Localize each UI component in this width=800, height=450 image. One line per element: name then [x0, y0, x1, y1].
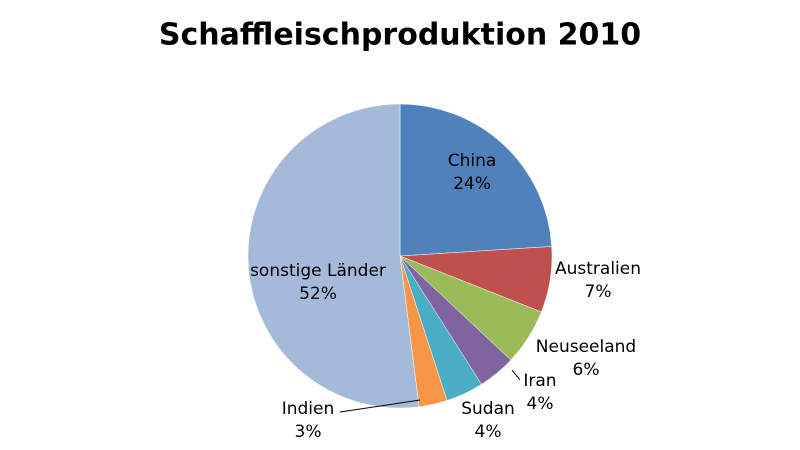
- slice-value-label: 7%: [585, 282, 612, 302]
- slice-label: Indien: [282, 399, 335, 419]
- slice-label: sonstige Länder: [250, 261, 386, 281]
- chart-title: Schaffleischproduktion 2010: [159, 18, 641, 53]
- slice-value-label: 3%: [295, 422, 322, 442]
- slice-value-label: 6%: [573, 360, 600, 380]
- pie-slice: [399, 103, 552, 257]
- slice-value-label: 4%: [527, 394, 554, 414]
- slice-value-label: 24%: [453, 174, 491, 194]
- slice-label: Sudan: [461, 399, 515, 419]
- leader-line: [511, 369, 521, 381]
- slice-label: Australien: [555, 259, 641, 279]
- leader-line: [339, 399, 421, 413]
- slice-label: China: [448, 151, 497, 171]
- pie-slice: [247, 103, 420, 409]
- slice-label: Neuseeland: [536, 337, 636, 357]
- slice-label: Iran: [523, 371, 556, 391]
- slice-value-label: 52%: [299, 284, 337, 304]
- slice-value-label: 4%: [475, 422, 502, 442]
